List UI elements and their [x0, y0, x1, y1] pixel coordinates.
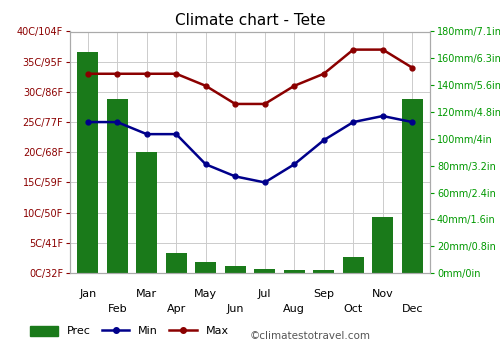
Text: Oct: Oct: [344, 304, 363, 315]
Title: Climate chart - Tete: Climate chart - Tete: [174, 13, 326, 28]
Bar: [225, 266, 246, 273]
Bar: [196, 262, 216, 273]
Bar: [136, 152, 157, 273]
Bar: [343, 257, 363, 273]
Bar: [314, 270, 334, 273]
Text: Feb: Feb: [108, 304, 127, 315]
Text: Jan: Jan: [79, 289, 96, 299]
Text: May: May: [194, 289, 218, 299]
Text: Dec: Dec: [402, 304, 423, 315]
Bar: [284, 270, 304, 273]
Bar: [372, 217, 393, 273]
Bar: [254, 269, 275, 273]
Text: Jun: Jun: [226, 304, 244, 315]
Bar: [107, 99, 128, 273]
Bar: [78, 51, 98, 273]
Text: Nov: Nov: [372, 289, 394, 299]
Text: ©climatestotravel.com: ©climatestotravel.com: [250, 331, 371, 341]
Text: Jul: Jul: [258, 289, 272, 299]
Bar: [402, 99, 422, 273]
Text: Sep: Sep: [314, 289, 334, 299]
Bar: [166, 253, 186, 273]
Text: Apr: Apr: [166, 304, 186, 315]
Legend: Prec, Min, Max: Prec, Min, Max: [26, 321, 234, 341]
Text: Mar: Mar: [136, 289, 158, 299]
Text: Aug: Aug: [284, 304, 305, 315]
